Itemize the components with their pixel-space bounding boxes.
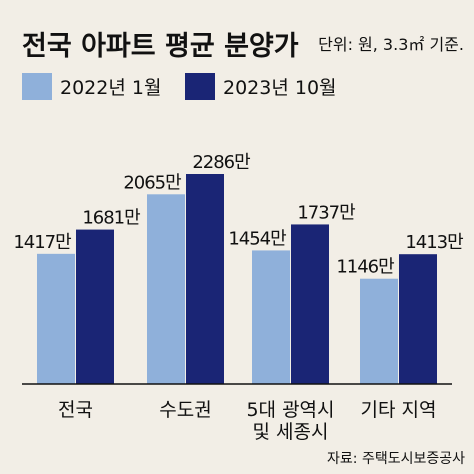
category-label-3-0: 기타 지역 — [361, 399, 437, 421]
bar-s0-c1 — [147, 194, 185, 384]
legend-swatch-2022 — [22, 73, 52, 100]
value-label-s1-c0: 1681만 — [82, 208, 140, 229]
bar-s0-c0 — [37, 253, 75, 384]
category-label-2-1: 및 세종시 — [253, 421, 329, 443]
legend: 2022년 1월 2023년 10월 — [22, 73, 337, 100]
bar-s1-c2 — [291, 224, 329, 384]
legend-label-2023: 2023년 10월 — [223, 77, 337, 99]
legend-swatch-2023 — [185, 73, 215, 100]
category-label-2-0: 5대 광역시 — [246, 399, 334, 421]
category-label-0-0: 전국 — [58, 399, 93, 421]
bar-s1-c0 — [76, 229, 114, 384]
unit-note: 단위: 원, 3.3㎡ 기준. — [318, 35, 464, 54]
bar-s0-c2 — [252, 250, 290, 384]
source-note: 자료: 주택도시보증공사 — [327, 451, 465, 467]
value-label-s1-c3: 1413만 — [405, 232, 463, 253]
chart-title: 전국 아파트 평균 분양가 — [22, 31, 299, 62]
bar-s0-c3 — [360, 278, 398, 384]
value-label-s0-c1: 2065만 — [123, 172, 181, 193]
category-label-1-0: 수도권 — [159, 399, 211, 421]
value-label-s1-c2: 1737만 — [297, 202, 355, 223]
bar-s1-c1 — [186, 174, 224, 384]
legend-label-2022: 2022년 1월 — [60, 77, 161, 99]
value-label-s0-c0: 1417만 — [13, 232, 71, 253]
value-label-s0-c3: 1146만 — [336, 257, 394, 278]
bar-s1-c3 — [399, 254, 437, 384]
value-label-s0-c2: 1454만 — [228, 228, 286, 249]
plot-area: 1417만 1681만 2065만 2286만 1454만 1737만 1146만 1413만 — [13, 152, 464, 384]
value-label-s1-c1: 2286만 — [192, 152, 250, 173]
